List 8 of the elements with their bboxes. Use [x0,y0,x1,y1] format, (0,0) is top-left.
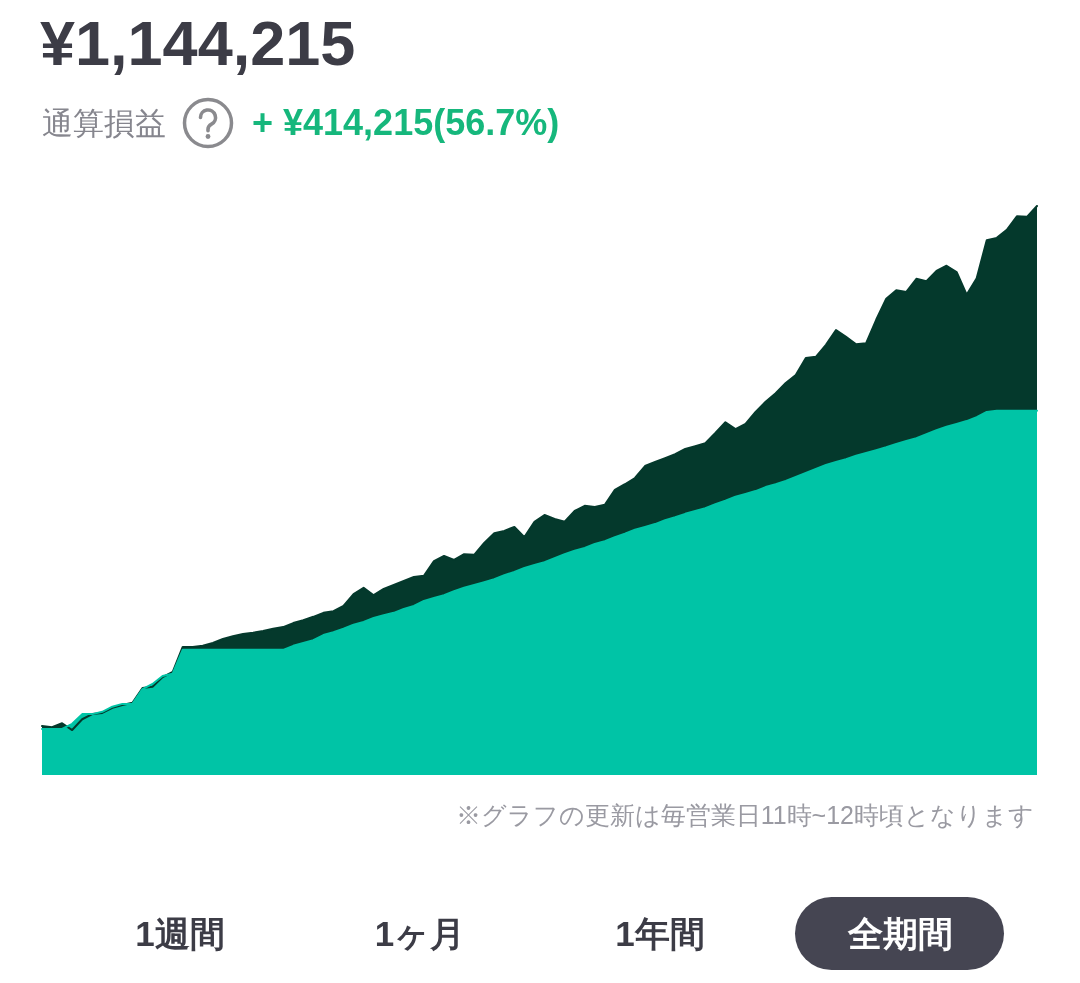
chart-subtitle: 通算損益 [42,105,166,141]
text: + ¥414,215(56.7%) [252,102,560,143]
text: 1週間 [135,914,225,953]
text: 1年間 [615,914,705,953]
text: 全期間 [847,914,953,953]
chart-title: ¥1,144,215 [40,8,356,78]
text: 1ヶ月 [374,914,466,953]
text: ※グラフの更新は毎営業日11時~12時頃となります [455,801,1034,829]
